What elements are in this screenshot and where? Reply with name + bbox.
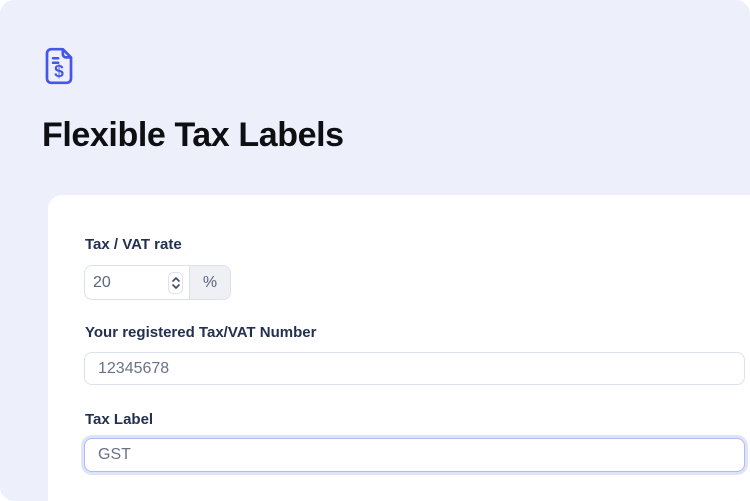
percent-suffix: %: [189, 266, 230, 299]
tax-rate-label: Tax / VAT rate: [85, 236, 182, 253]
tax-rate-input-group: %: [84, 265, 231, 300]
invoice-dollar-icon: $: [44, 47, 74, 85]
dollar-glyph: $: [54, 61, 64, 81]
chevron-up-icon: [171, 276, 180, 282]
tax-label-input[interactable]: [84, 438, 745, 472]
chevron-down-icon: [171, 283, 180, 289]
tax-number-label: Your registered Tax/VAT Number: [85, 324, 317, 341]
number-stepper[interactable]: [168, 271, 183, 294]
tax-number-input[interactable]: [84, 352, 745, 385]
tax-rate-input[interactable]: [85, 266, 155, 299]
page-title: Flexible Tax Labels: [42, 116, 344, 154]
tax-label-label: Tax Label: [85, 411, 154, 428]
